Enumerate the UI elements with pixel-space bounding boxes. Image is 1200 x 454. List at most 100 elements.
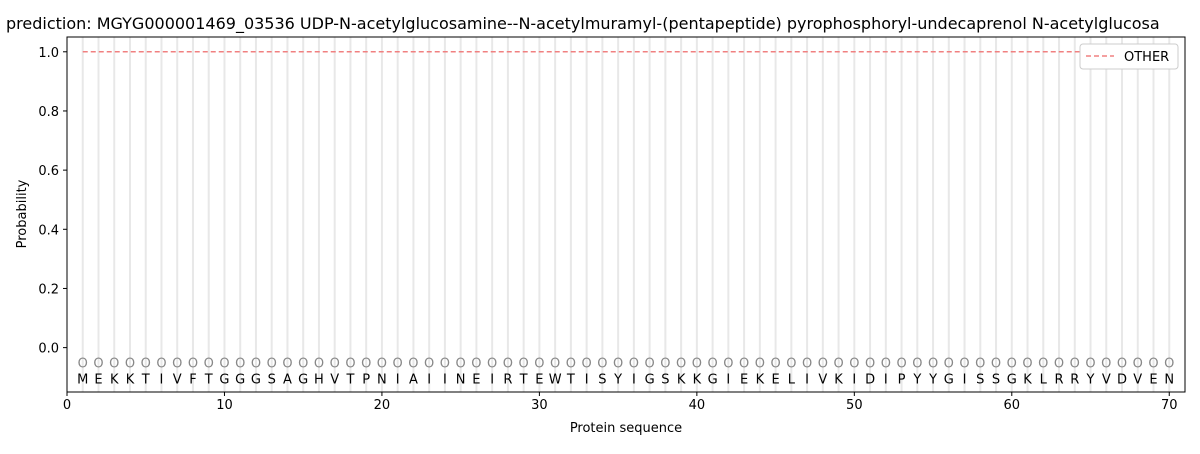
residue-label: K xyxy=(834,372,843,387)
residue-label: K xyxy=(110,372,119,387)
position-marker: O xyxy=(1101,356,1111,371)
residue-label: F xyxy=(189,372,196,387)
position-marker: O xyxy=(818,356,828,371)
position-marker: O xyxy=(361,356,371,371)
y-tick-label: 0.8 xyxy=(38,105,59,120)
residue-label: I xyxy=(852,372,856,387)
position-marker: O xyxy=(802,356,812,371)
position-marker: O xyxy=(645,356,655,371)
residue-label: R xyxy=(1070,372,1079,387)
position-marker: O xyxy=(833,356,843,371)
residue-label: P xyxy=(898,372,906,387)
residue-label: V xyxy=(1133,372,1142,387)
residue-label: N xyxy=(1164,372,1174,387)
position-marker: O xyxy=(755,356,765,371)
y-tick-label: 0.6 xyxy=(38,164,59,179)
x-tick-label: 30 xyxy=(531,398,548,413)
residue-label: G xyxy=(298,372,308,387)
position-marker: O xyxy=(1038,356,1048,371)
residue-label: E xyxy=(1149,372,1157,387)
residue-label: I xyxy=(805,372,809,387)
position-marker: O xyxy=(770,356,780,371)
position-marker: O xyxy=(566,356,576,371)
plot-frame xyxy=(66,36,1186,393)
position-marker: O xyxy=(944,356,954,371)
position-marker: O xyxy=(959,356,969,371)
residue-label: I xyxy=(443,372,447,387)
position-marker: O xyxy=(141,356,151,371)
residue-label: G xyxy=(645,372,655,387)
residue-label: E xyxy=(472,372,480,387)
position-marker: O xyxy=(456,356,466,371)
residue-label: N xyxy=(377,372,387,387)
residue-label: T xyxy=(141,372,150,387)
residue-label: S xyxy=(268,372,276,387)
position-marker: O xyxy=(282,356,292,371)
residue-label: T xyxy=(204,372,213,387)
position-marker: O xyxy=(424,356,434,371)
position-marker: O xyxy=(1148,356,1158,371)
x-tick-label: 40 xyxy=(689,398,706,413)
residue-label: N xyxy=(456,372,466,387)
residue-label: W xyxy=(549,372,562,387)
residue-label: I xyxy=(396,372,400,387)
position-marker: O xyxy=(849,356,859,371)
position-marker: O xyxy=(408,356,418,371)
residue-label: Y xyxy=(912,372,921,387)
residue-label: I xyxy=(884,372,888,387)
residue-label: T xyxy=(345,372,354,387)
position-marker: O xyxy=(660,356,670,371)
position-marker: O xyxy=(1070,356,1080,371)
y-tick-label: 0.0 xyxy=(38,342,59,357)
position-marker: O xyxy=(1085,356,1095,371)
position-marker: O xyxy=(393,356,403,371)
residue-label: A xyxy=(409,372,418,387)
position-marker: O xyxy=(991,356,1001,371)
position-marker: O xyxy=(865,356,875,371)
legend-box xyxy=(1079,43,1179,70)
legend-label-other: OTHER xyxy=(1124,50,1169,65)
y-tick-label: 0.2 xyxy=(38,282,59,297)
position-marker: O xyxy=(739,356,749,371)
residue-label: E xyxy=(740,372,748,387)
residue-label: V xyxy=(1102,372,1111,387)
position-marker: O xyxy=(78,356,88,371)
position-marker: O xyxy=(204,356,214,371)
residue-label: I xyxy=(585,372,589,387)
position-marker: O xyxy=(1007,356,1017,371)
position-marker: O xyxy=(503,356,513,371)
residue-label: D xyxy=(1117,372,1127,387)
position-marker: O xyxy=(629,356,639,371)
residue-label: D xyxy=(865,372,875,387)
x-tick-label: 10 xyxy=(216,398,233,413)
residue-label: I xyxy=(726,372,730,387)
position-marker: O xyxy=(125,356,135,371)
position-marker: O xyxy=(330,356,340,371)
position-marker: O xyxy=(109,356,119,371)
residue-label: I xyxy=(490,372,494,387)
residue-label: H xyxy=(314,372,324,387)
position-marker: O xyxy=(597,356,607,371)
residue-label: L xyxy=(788,372,796,387)
position-marker: O xyxy=(1117,356,1127,371)
position-marker: O xyxy=(471,356,481,371)
position-marker: O xyxy=(928,356,938,371)
position-marker: O xyxy=(1133,356,1143,371)
residue-label: T xyxy=(519,372,528,387)
residue-label: G xyxy=(944,372,954,387)
x-axis-label: Protein sequence xyxy=(570,421,682,436)
position-marker: O xyxy=(487,356,497,371)
residue-label: Y xyxy=(1086,372,1095,387)
residue-label: K xyxy=(693,372,702,387)
position-marker: O xyxy=(298,356,308,371)
x-tick-label: 70 xyxy=(1161,398,1178,413)
x-tick-label: 50 xyxy=(846,398,863,413)
residue-label: I xyxy=(160,372,164,387)
residue-label: R xyxy=(503,372,512,387)
residue-label: K xyxy=(1023,372,1032,387)
residue-label: L xyxy=(1040,372,1048,387)
residue-label: P xyxy=(362,372,370,387)
position-marker: O xyxy=(1054,356,1064,371)
position-marker: O xyxy=(1164,356,1174,371)
residue-label: E xyxy=(94,372,102,387)
